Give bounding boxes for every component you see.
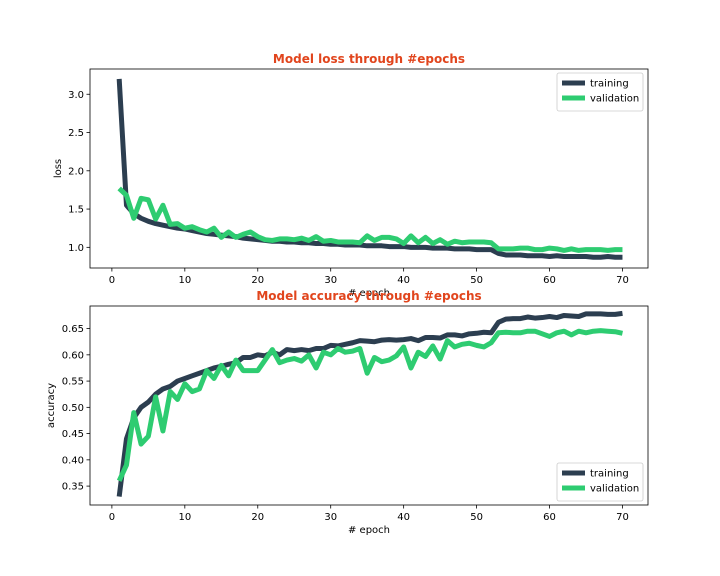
- loss-legend-label-training: training: [590, 79, 629, 90]
- loss-x-tick-label: 50: [470, 275, 483, 286]
- loss-chart: 0 10 20 30 40 50 60 70 1.0 1.5 2.0 2.5 3.0 # epoch los…: [53, 52, 649, 299]
- loss-x-tick-label: 70: [616, 275, 629, 286]
- accuracy-x-tick-label: 50: [470, 512, 483, 523]
- accuracy-x-axis-label: # epoch: [348, 525, 390, 536]
- accuracy-y-tick-label: 0.60: [62, 350, 84, 361]
- accuracy-x-tick-label: 0: [109, 512, 115, 523]
- accuracy-y-tick-label: 0.50: [62, 403, 84, 414]
- accuracy-x-tick-label: 60: [543, 512, 556, 523]
- loss-chart-title: Model loss through #epochs: [273, 52, 465, 66]
- loss-axes-frame: [89, 68, 649, 269]
- loss-x-tick-label: 0: [109, 275, 115, 286]
- loss-x-axis-label: # epoch: [348, 288, 390, 299]
- loss-x-tick-label: 30: [324, 275, 337, 286]
- accuracy-y-tick-label: 0.45: [62, 429, 84, 440]
- loss-x-tick-label: 60: [543, 275, 556, 286]
- loss-y-tick-label: 3.0: [68, 90, 84, 101]
- loss-y-tick-label: 2.5: [68, 128, 84, 139]
- accuracy-x-tick-label: 30: [324, 512, 337, 523]
- loss-y-tick-label: 2.0: [68, 166, 84, 177]
- loss-legend: training validation: [556, 72, 644, 112]
- accuracy-x-tick-label: 20: [251, 512, 264, 523]
- loss-validation-line: [117, 186, 623, 253]
- accuracy-y-tick-label: 0.40: [62, 455, 84, 466]
- accuracy-y-tick-label: 0.65: [62, 324, 84, 335]
- accuracy-legend: training validation: [556, 462, 644, 502]
- accuracy-x-tick-label: 10: [178, 512, 191, 523]
- accuracy-legend-label-training: training: [590, 469, 629, 480]
- accuracy-chart-title: Model accuracy through #epochs: [256, 289, 481, 303]
- loss-y-tick-label: 1.0: [68, 243, 84, 254]
- accuracy-y-tick-label: 0.35: [62, 482, 84, 493]
- loss-x-tick-label: 20: [251, 275, 264, 286]
- loss-y-tick-label: 1.5: [68, 205, 84, 216]
- accuracy-training-line: [116, 310, 623, 497]
- accuracy-y-axis-label: accuracy: [46, 383, 57, 428]
- accuracy-x-tick-label: 70: [616, 512, 629, 523]
- loss-y-axis-label: loss: [53, 159, 64, 178]
- accuracy-x-tick-label: 40: [397, 512, 410, 523]
- accuracy-chart: 0 10 20 30 40 50 60 70 0.35 0.40 0.45 0.50 0.55 0.60 0…: [46, 289, 649, 536]
- loss-legend-label-validation: validation: [590, 94, 639, 105]
- loss-x-tick-label: 40: [397, 275, 410, 286]
- accuracy-legend-label-validation: validation: [590, 484, 639, 495]
- loss-x-tick-label: 10: [178, 275, 191, 286]
- accuracy-axes-frame: [89, 305, 649, 506]
- accuracy-y-tick-label: 0.55: [62, 377, 84, 388]
- accuracy-validation-line: [116, 328, 623, 482]
